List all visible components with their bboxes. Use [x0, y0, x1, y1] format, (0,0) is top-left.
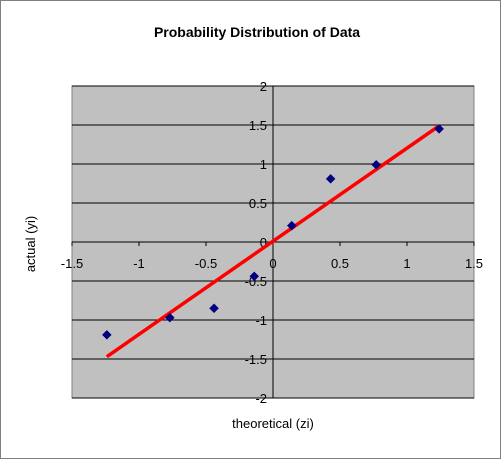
y-tick-label: -1.5 — [245, 352, 267, 367]
x-tick-label: 1.5 — [465, 256, 483, 271]
trendline — [105, 124, 441, 359]
data-points — [101, 124, 445, 340]
x-tick-label: 0 — [269, 256, 276, 271]
x-tick-label: -1 — [133, 256, 145, 271]
trendline-layer — [105, 124, 441, 359]
y-tick-label: 1.5 — [249, 118, 267, 133]
data-point-marker — [286, 220, 297, 231]
data-point-marker — [249, 271, 260, 282]
data-point-marker — [164, 312, 175, 323]
y-tick-label: -2 — [255, 391, 267, 406]
x-tick-label: 0.5 — [331, 256, 349, 271]
data-point-marker — [325, 173, 336, 184]
y-tick-label: -1 — [255, 313, 267, 328]
tick-labels: 21.510.50-0.5-1-1.5-2-1.5 -1 -0.5 0 0.5 1 1.5 — [61, 79, 483, 406]
x-tick-label: -1.5 — [61, 256, 83, 271]
y-tick-label: 0 — [260, 235, 267, 250]
x-axis-label: theoretical (zi) — [232, 416, 314, 431]
data-point-marker — [434, 124, 445, 134]
y-axis-label: actual (yi) — [23, 216, 38, 272]
data-point-marker — [371, 159, 382, 170]
y-tick-label: 2 — [260, 79, 267, 94]
data-point-marker — [101, 329, 112, 340]
x-tick-label: -0.5 — [195, 256, 217, 271]
data-point-marker — [209, 303, 219, 314]
y-tick-label: 1 — [260, 157, 267, 172]
chart-title: Probability Distribution of Data — [154, 24, 360, 40]
y-tick-label: -0.5 — [245, 274, 267, 289]
y-tick-label: 0.5 — [249, 196, 267, 211]
x-tick-label: 1 — [403, 256, 410, 271]
